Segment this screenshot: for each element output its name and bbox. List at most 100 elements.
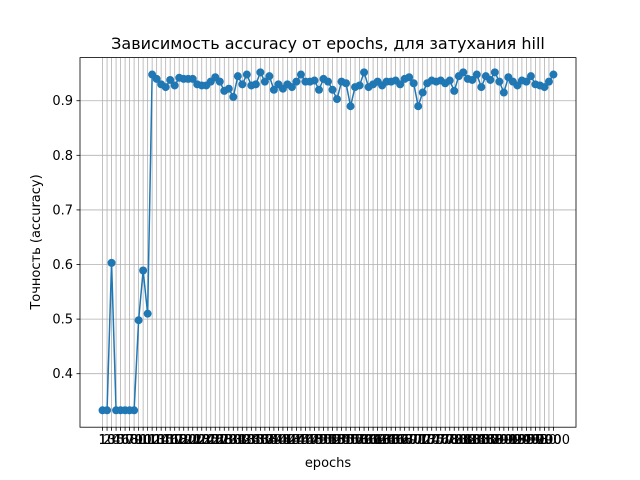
x-tick-label: 210 (185, 433, 210, 448)
data-point (522, 77, 531, 86)
x-tick-label: 450 (293, 433, 318, 448)
data-point (256, 68, 265, 77)
x-tick-label: 40 (112, 433, 129, 448)
data-point (287, 83, 296, 92)
data-point (418, 88, 427, 97)
x-tick-label: 810 (455, 433, 480, 448)
x-tick-label: 320 (234, 433, 259, 448)
data-point (130, 406, 139, 415)
x-tick-label: 330 (239, 433, 264, 448)
data-point (296, 70, 305, 79)
y-tick-label: 0.5 (52, 313, 73, 328)
x-tick-label: 260 (207, 433, 232, 448)
data-point (346, 102, 355, 111)
x-tick-label: 710 (410, 433, 435, 448)
x-tick-label: 50 (117, 433, 134, 448)
x-tick-label: 410 (275, 433, 300, 448)
data-point (477, 83, 486, 92)
x-tick-label: 180 (171, 433, 196, 448)
x-tick-label: 750 (428, 433, 453, 448)
data-point (544, 77, 553, 86)
x-tick-label: 580 (352, 433, 377, 448)
data-point (251, 80, 260, 89)
x-axis-label: epochs (305, 456, 352, 471)
x-tick-label: 130 (149, 433, 174, 448)
data-point (139, 266, 148, 275)
x-tick-label: 900 (496, 433, 521, 448)
data-point (409, 79, 418, 88)
x-tick-label: 160 (162, 433, 187, 448)
x-tick-label: 620 (370, 433, 395, 448)
data-point (499, 88, 508, 97)
data-point (405, 73, 414, 82)
data-point (468, 75, 477, 84)
x-tick-label: 350 (248, 433, 273, 448)
x-tick-label: 890 (491, 433, 516, 448)
x-tick-label: 110 (140, 433, 165, 448)
plot-frame (79, 57, 577, 428)
x-tick-label: 300 (225, 433, 250, 448)
x-tick-label: 470 (302, 433, 327, 448)
y-tick-label: 0.8 (52, 149, 73, 164)
data-point (450, 86, 459, 95)
data-point (472, 70, 481, 79)
chart-title: Зависимость accuracy от epochs, для зату… (111, 34, 545, 53)
x-tick-label: 70 (126, 433, 143, 448)
x-tick-label: 780 (442, 433, 467, 448)
data-point (242, 70, 251, 79)
data-point (396, 80, 405, 89)
y-axis-label: Точность (accuracy) (29, 174, 44, 310)
x-tick-label: 720 (415, 433, 440, 448)
data-point (134, 316, 143, 325)
x-tick-label: 310 (230, 433, 255, 448)
x-tick-label: 290 (221, 433, 246, 448)
x-tick-label: 760 (433, 433, 458, 448)
data-point (170, 81, 179, 90)
data-point (342, 79, 351, 88)
y-tick-label: 0.4 (52, 367, 73, 382)
x-tick-label: 440 (289, 433, 314, 448)
data-point (265, 72, 274, 81)
data-point (103, 406, 112, 415)
x-tick-label: 930 (509, 433, 534, 448)
data-point (314, 85, 323, 94)
data-point (229, 92, 238, 101)
x-tick-label: 270 (212, 433, 237, 448)
data-point (526, 72, 535, 81)
data-point (152, 74, 161, 83)
x-tick-label: 280 (216, 433, 241, 448)
x-tick-label: 370 (257, 433, 282, 448)
x-tick-label: 30 (108, 433, 125, 448)
x-tick-label: 730 (419, 433, 444, 448)
x-tick-label: 630 (374, 433, 399, 448)
x-tick-label: 250 (203, 433, 228, 448)
x-tick-label: 640 (379, 433, 404, 448)
x-tick-label: 920 (505, 433, 530, 448)
x-tick-label: 700 (406, 433, 431, 448)
data-point (360, 68, 369, 77)
x-tick-label: 660 (388, 433, 413, 448)
data-point (549, 70, 558, 79)
data-point (490, 68, 499, 77)
x-tick-label: 360 (252, 433, 277, 448)
x-tick-label: 970 (528, 433, 553, 448)
x-tick-label: 850 (473, 433, 498, 448)
x-tick-label: 20 (103, 433, 120, 448)
x-tick-label: 490 (311, 433, 336, 448)
x-tick-label: 910 (500, 433, 525, 448)
data-point (269, 85, 278, 94)
data-point (260, 77, 269, 86)
x-tick-label: 1000 (537, 433, 570, 448)
x-tick-label: 860 (478, 433, 503, 448)
data-point (540, 83, 549, 92)
x-tick-label: 600 (361, 433, 386, 448)
x-tick-label: 520 (325, 433, 350, 448)
x-tick-label: 880 (487, 433, 512, 448)
x-tick-label: 570 (347, 433, 372, 448)
data-point (328, 85, 337, 94)
x-tick-label: 230 (194, 433, 219, 448)
x-tick-label: 960 (523, 433, 548, 448)
x-tick-label: 460 (298, 433, 323, 448)
data-point (107, 258, 116, 267)
